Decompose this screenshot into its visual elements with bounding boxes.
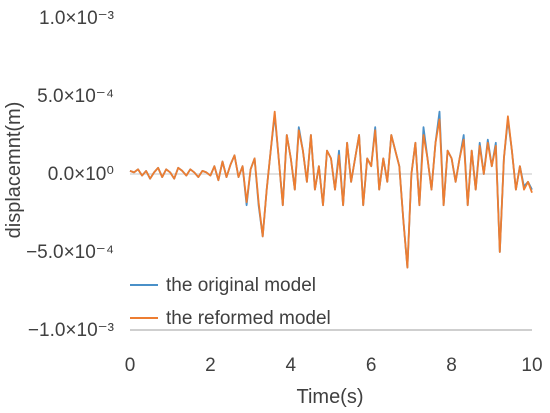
y-tick-label: 0.0×10⁰ — [48, 164, 114, 185]
legend-label-reformed: the reformed model — [166, 308, 331, 329]
x-tick-label: 6 — [366, 355, 377, 376]
y-tick-label: −5.0×10⁻⁴ — [26, 242, 114, 263]
y-tick-label: 5.0×10⁻⁴ — [37, 86, 114, 107]
series-line-reformed — [129, 110, 533, 269]
legend: the original model the reformed model — [130, 275, 331, 329]
x-tick-label: 0 — [125, 355, 136, 376]
x-axis-tick-labels: 0 2 4 6 8 10 — [125, 355, 543, 376]
x-axis-title: Time(s) — [296, 386, 363, 408]
x-tick-label: 10 — [521, 355, 542, 376]
x-tick-label: 4 — [286, 355, 297, 376]
x-tick-label: 2 — [205, 355, 216, 376]
y-tick-label: 1.0×10⁻³ — [39, 8, 114, 29]
y-axis-title: displacemnt(m) — [3, 102, 25, 239]
series-layer — [129, 110, 533, 269]
legend-label-original: the original model — [166, 275, 316, 296]
y-tick-label: −1.0×10⁻³ — [28, 320, 114, 341]
x-tick-label: 8 — [446, 355, 457, 376]
series-line-original — [129, 110, 533, 269]
y-axis-tick-labels: 1.0×10⁻³ 5.0×10⁻⁴ 0.0×10⁰ −5.0×10⁻⁴ −1.0×10⁻… — [26, 8, 114, 341]
